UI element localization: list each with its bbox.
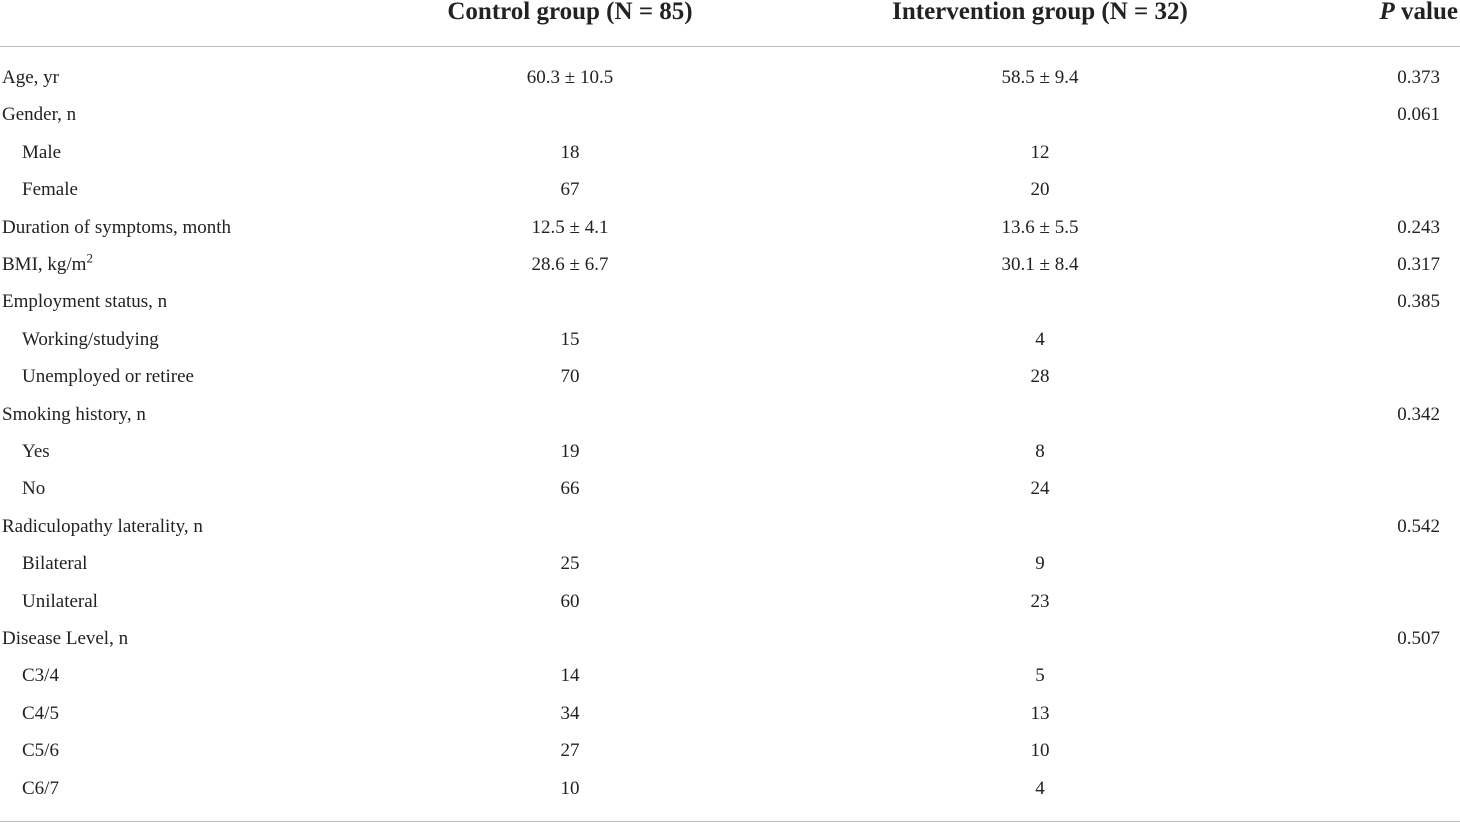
- sub-row-label: Unilateral: [22, 590, 98, 614]
- label-text: BMI, kg/m: [2, 254, 87, 275]
- p-value: 0.385: [1397, 291, 1440, 313]
- label-text: Age, yr: [2, 67, 59, 88]
- label-text: Employment status, n: [2, 291, 168, 313]
- p-value: 0.507: [1397, 628, 1440, 649]
- sub-row-label: Bilateral: [22, 552, 87, 576]
- label-text: Female: [22, 179, 78, 201]
- intervention-value: 13.6 ± 5.5: [1001, 216, 1079, 238]
- p-label: value: [1401, 0, 1458, 25]
- intervention-value: 12: [1030, 141, 1050, 163]
- intervention-value: 4: [1035, 328, 1045, 350]
- sub-row-label: C6/7: [22, 777, 59, 801]
- row-label: BMI, kg/m2: [2, 250, 93, 277]
- label-text: No: [22, 478, 46, 500]
- intervention-value: 10: [1030, 740, 1050, 762]
- control-value: 18: [560, 141, 580, 163]
- label-text: Duration of symptoms, month: [2, 216, 232, 238]
- sub-row-label: No: [22, 477, 45, 501]
- control-value: 34: [560, 702, 580, 724]
- intervention-value: 8: [1035, 441, 1045, 462]
- p-value: 0.243: [1397, 216, 1440, 238]
- intervention-value: 58.5 ± 9.4: [1001, 67, 1079, 88]
- row-label: Age, yr: [2, 66, 59, 90]
- control-value: 60: [560, 590, 580, 612]
- label-text: Gender, n: [2, 104, 77, 126]
- control-value: 15: [560, 328, 580, 350]
- row-label: Disease Level, n: [2, 627, 128, 651]
- intervention-value: 30.1 ± 8.4: [1001, 254, 1079, 275]
- p-value: 0.373: [1397, 67, 1440, 88]
- intervention-value: 4: [1035, 777, 1045, 799]
- label-text: Working/studying: [22, 328, 159, 350]
- sub-row-label: C5/6: [22, 739, 59, 763]
- sub-row-label: Unemployed or retiree: [22, 365, 194, 389]
- superscript: 2: [86, 250, 93, 266]
- control-value: 27: [560, 740, 580, 762]
- header-rule: [0, 46, 1460, 47]
- control-value: 28.6 ± 6.7: [531, 254, 609, 275]
- p-value: 0.317: [1397, 254, 1440, 275]
- header-control: Control group (N = 85): [447, 0, 693, 25]
- sub-row-label: Female: [22, 178, 78, 202]
- row-label: Gender, n: [2, 103, 76, 127]
- bottom-rule: [0, 821, 1460, 822]
- header-intervention: Intervention group (N = 32): [892, 0, 1188, 25]
- control-value: 70: [560, 366, 580, 388]
- intervention-value: 23: [1030, 590, 1050, 612]
- control-value: 14: [560, 665, 580, 687]
- intervention-value: 20: [1030, 179, 1050, 201]
- control-value: 67: [560, 179, 580, 201]
- label-text: Male: [22, 141, 62, 163]
- label-text: C6/7: [22, 777, 59, 799]
- p-value: 0.542: [1397, 515, 1440, 537]
- label-text: C4/5: [22, 702, 59, 724]
- label-text: Smoking history, n: [2, 403, 146, 425]
- label-text: Bilateral: [22, 553, 88, 575]
- control-value: 25: [560, 553, 580, 575]
- sub-row-label: Yes: [22, 440, 50, 464]
- row-label: Employment status, n: [2, 290, 167, 314]
- intervention-value: 13: [1030, 702, 1050, 724]
- label-text: C5/6: [22, 740, 59, 762]
- label-text: Yes: [22, 441, 50, 462]
- label-text: Unilateral: [22, 590, 98, 612]
- row-label: Radiculopathy laterality, n: [2, 515, 203, 539]
- sub-row-label: C4/5: [22, 702, 59, 726]
- p-value: 0.061: [1397, 104, 1440, 126]
- intervention-value: 28: [1030, 366, 1050, 388]
- control-value: 19: [560, 441, 580, 462]
- intervention-value: 5: [1035, 665, 1045, 687]
- label-text: Radiculopathy laterality, n: [2, 515, 203, 537]
- label-text: Disease Level, n: [2, 628, 129, 649]
- header-p: P value: [1380, 0, 1458, 27]
- control-value: 12.5 ± 4.1: [531, 216, 609, 238]
- p-symbol: P: [1379, 0, 1395, 25]
- p-value: 0.342: [1397, 403, 1440, 425]
- control-value: 10: [560, 777, 580, 799]
- row-label: Smoking history, n: [2, 403, 146, 427]
- row-label: Duration of symptoms, month: [2, 216, 231, 240]
- sub-row-label: Working/studying: [22, 328, 159, 352]
- label-text: C3/4: [22, 665, 59, 687]
- control-value: 60.3 ± 10.5: [526, 67, 614, 88]
- intervention-value: 24: [1030, 478, 1050, 500]
- sub-row-label: Male: [22, 141, 61, 165]
- intervention-value: 9: [1035, 553, 1045, 575]
- label-text: Unemployed or retiree: [22, 366, 194, 388]
- control-value: 66: [560, 478, 580, 500]
- sub-row-label: C3/4: [22, 664, 59, 688]
